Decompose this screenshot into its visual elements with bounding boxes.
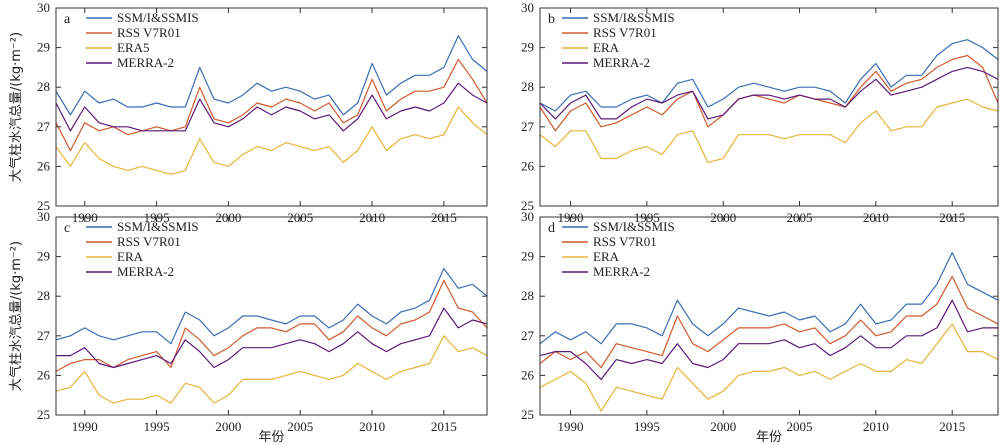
series-line-b-4	[540, 66, 998, 120]
y-tick-label: 29	[37, 249, 50, 264]
y-tick-label: 27	[37, 119, 51, 134]
y-tick-label: 30	[521, 209, 534, 224]
legend-label: RSS V7R01	[117, 25, 181, 40]
legend-label: SSM/I&SSMIS	[593, 219, 675, 234]
series-line-b-3	[540, 98, 998, 163]
legend-label: ERA	[117, 249, 144, 264]
legend-label: SSM/I&SSMIS	[117, 219, 199, 234]
panel-frame	[55, 216, 488, 416]
x-tick-label: 2005	[787, 419, 813, 434]
series-line-c-1	[56, 267, 487, 345]
panel-c: 1990 1995 2000 2005 2010 2015 25 26 27 28 29 30 c SSM…	[8, 209, 488, 445]
x-axis-title: 年份	[756, 430, 782, 445]
panel-letter: d	[548, 221, 555, 236]
series-line-d-2	[540, 275, 998, 369]
series-line-a-2	[56, 58, 487, 152]
y-tick-label: 26	[37, 367, 51, 382]
legend-label: RSS V7R01	[593, 25, 657, 40]
legend-label: ERA	[593, 249, 620, 264]
series-line-c-4	[56, 307, 487, 369]
y-tick-label: 25	[37, 198, 50, 213]
legend-label: SSM/I&SSMIS	[117, 10, 199, 25]
series-line-a-3	[56, 106, 487, 175]
y-tick-label: 30	[37, 0, 50, 15]
y-tick-label: 27	[37, 328, 51, 343]
panel-frame	[539, 216, 999, 416]
x-tick-label: 1990	[72, 419, 98, 434]
y-tick-label: 26	[521, 158, 535, 173]
x-tick-label: 2000	[710, 419, 736, 434]
y-tick-label: 26	[521, 367, 535, 382]
legend-label: SSM/I&SSMIS	[593, 10, 675, 25]
series-line-c-3	[56, 335, 487, 404]
panel-frame	[55, 7, 488, 207]
series-line-a-4	[56, 82, 487, 132]
x-tick-label: 2010	[359, 419, 385, 434]
y-tick-label: 26	[37, 158, 51, 173]
x-tick-label: 2005	[287, 419, 313, 434]
series-line-d-4	[540, 299, 998, 380]
y-tick-label: 28	[37, 79, 50, 94]
x-tick-label: 1990	[558, 419, 584, 434]
series-line-b-2	[540, 54, 998, 132]
panel-frame	[539, 7, 999, 207]
y-tick-label: 27	[521, 119, 535, 134]
y-tick-label: 27	[521, 328, 535, 343]
y-axis-title: 大气柱水汽总量/(kg·m⁻²)	[8, 32, 24, 182]
x-tick-label: 1995	[634, 419, 660, 434]
y-tick-label: 29	[37, 40, 50, 55]
y-tick-label: 30	[521, 0, 534, 15]
legend-label: MERRA-2	[117, 264, 174, 279]
x-tick-label: 2010	[863, 419, 889, 434]
series-line-c-2	[56, 279, 487, 372]
panel-d: 1990 1995 2000 2005 2010 2015 25 26 27 28 29 30 d SSM…	[521, 209, 999, 445]
x-tick-label: 2000	[215, 419, 241, 434]
legend-label: ERA5	[117, 40, 150, 55]
series-line-a-1	[56, 35, 487, 116]
panel-letter: b	[548, 12, 555, 27]
legend-label: RSS V7R01	[117, 234, 181, 249]
y-tick-label: 29	[521, 249, 534, 264]
x-tick-label: 2015	[431, 419, 457, 434]
y-tick-label: 28	[37, 288, 50, 303]
y-tick-label: 28	[521, 79, 534, 94]
y-tick-label: 30	[37, 209, 50, 224]
x-tick-label: 2015	[939, 419, 965, 434]
legend-label: ERA	[593, 40, 620, 55]
legend-label: MERRA-2	[593, 55, 650, 70]
series-line-d-1	[540, 252, 998, 345]
y-tick-label: 29	[521, 40, 534, 55]
panel-letter: a	[64, 12, 71, 27]
legend-label: MERRA-2	[593, 264, 650, 279]
y-tick-label: 28	[521, 288, 534, 303]
legend-label: MERRA-2	[117, 55, 174, 70]
series-line-b-1	[540, 39, 998, 112]
legend-label: RSS V7R01	[593, 234, 657, 249]
x-tick-label: 1995	[144, 419, 170, 434]
panel-letter: c	[64, 221, 70, 236]
y-tick-label: 25	[521, 198, 534, 213]
series-line-d-3	[540, 323, 998, 412]
y-tick-label: 25	[37, 407, 50, 422]
y-axis-title: 大气柱水汽总量/(kg·m⁻²)	[8, 241, 24, 391]
y-tick-label: 25	[521, 407, 534, 422]
x-axis-title: 年份	[258, 430, 284, 445]
